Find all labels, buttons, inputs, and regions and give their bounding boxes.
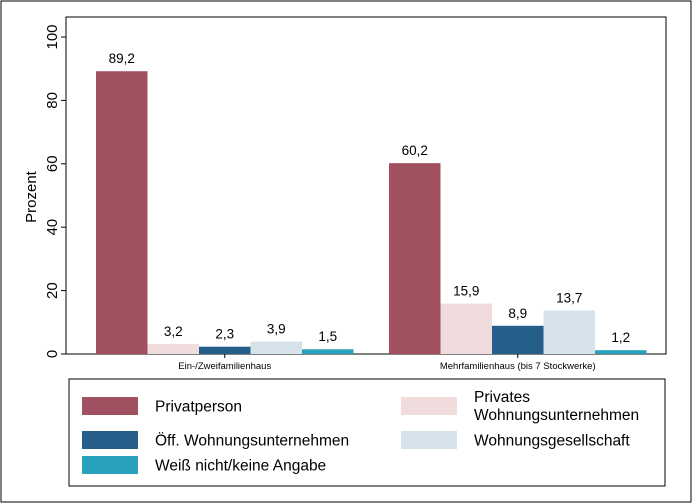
bar [250, 341, 302, 354]
bar [147, 343, 199, 354]
legend-label: Wohnungsgesellschaft [474, 433, 630, 450]
legend-swatch [82, 397, 138, 415]
legend-label: Weiß nicht/keine Angabe [155, 458, 326, 475]
y-tick-label: 40 [44, 219, 61, 236]
bar [199, 346, 251, 354]
legend-label: Öff. Wohnungsunternehmen [155, 432, 349, 450]
bar-value-label: 15,9 [453, 284, 479, 299]
bar-value-label: 89,2 [109, 51, 135, 66]
bar-value-label: 60,2 [402, 143, 428, 158]
y-tick-label: 100 [44, 24, 61, 49]
x-tick-label: Mehrfamilienhaus (bis 7 Stockwerke) [440, 361, 596, 372]
legend-swatch [82, 431, 138, 449]
y-tick-label: 60 [44, 155, 61, 172]
bar-value-label: 1,5 [318, 329, 337, 344]
bar [543, 310, 595, 354]
plot-area: 0 20 40 60 80 100 89,2 3,2 2,3 3,9 1,5 Ein-/Zweifam… [44, 16, 667, 372]
bar-value-label: 3,9 [267, 322, 286, 337]
y-tick-label: 80 [44, 92, 61, 109]
bar-value-label: 3,2 [164, 324, 183, 339]
bar [440, 303, 492, 354]
y-axis-label: Prozent [23, 170, 40, 223]
bar-value-label: 8,9 [508, 306, 527, 321]
bar [595, 350, 647, 354]
legend-swatch [401, 397, 457, 415]
bar [96, 71, 148, 355]
bar [302, 349, 354, 354]
bar-value-label: 2,3 [215, 327, 234, 342]
legend-label: Privates Wohnungsunternehmen [474, 389, 639, 424]
legend: Privatperson Privates Wohnungsunternehmen Ö… [68, 378, 666, 487]
bar-value-label: 13,7 [556, 291, 582, 306]
bar [389, 163, 441, 354]
y-tick-label: 20 [44, 282, 61, 299]
y-tick-label: 0 [44, 350, 61, 358]
legend-swatch [82, 456, 138, 474]
legend-swatch [401, 431, 457, 449]
plot-frame [65, 16, 667, 355]
x-tick-label: Ein-/Zweifamilienhaus [178, 361, 271, 372]
legend-label: Privatperson [155, 399, 242, 416]
bar [492, 325, 544, 354]
legend-frame [68, 378, 666, 487]
bar-value-label: 1,2 [611, 330, 630, 345]
